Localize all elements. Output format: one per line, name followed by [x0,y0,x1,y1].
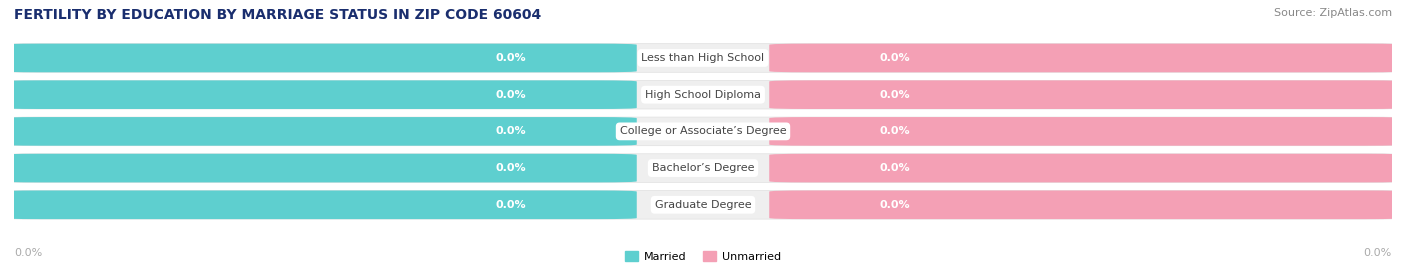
Text: FERTILITY BY EDUCATION BY MARRIAGE STATUS IN ZIP CODE 60604: FERTILITY BY EDUCATION BY MARRIAGE STATU… [14,8,541,22]
Text: 0.0%: 0.0% [880,200,911,210]
FancyBboxPatch shape [1,44,1405,72]
Text: 0.0%: 0.0% [880,53,911,63]
Text: Bachelor’s Degree: Bachelor’s Degree [652,163,754,173]
Legend: Married, Unmarried: Married, Unmarried [620,247,786,266]
Text: 0.0%: 0.0% [495,53,526,63]
FancyBboxPatch shape [1,190,1405,219]
Text: High School Diploma: High School Diploma [645,90,761,100]
Text: 0.0%: 0.0% [495,126,526,136]
FancyBboxPatch shape [769,117,1405,146]
FancyBboxPatch shape [1,80,637,109]
FancyBboxPatch shape [1,44,637,72]
FancyBboxPatch shape [769,80,1405,109]
FancyBboxPatch shape [1,80,1405,109]
FancyBboxPatch shape [769,154,1405,182]
FancyBboxPatch shape [1,117,1405,146]
Text: 0.0%: 0.0% [14,248,42,258]
Text: Graduate Degree: Graduate Degree [655,200,751,210]
Text: 0.0%: 0.0% [495,200,526,210]
FancyBboxPatch shape [1,154,1405,182]
FancyBboxPatch shape [1,154,637,182]
Text: College or Associate’s Degree: College or Associate’s Degree [620,126,786,136]
FancyBboxPatch shape [1,117,637,146]
FancyBboxPatch shape [769,44,1405,72]
Text: 0.0%: 0.0% [1364,248,1392,258]
Text: 0.0%: 0.0% [495,163,526,173]
Text: 0.0%: 0.0% [495,90,526,100]
Text: Less than High School: Less than High School [641,53,765,63]
Text: 0.0%: 0.0% [880,126,911,136]
Text: Source: ZipAtlas.com: Source: ZipAtlas.com [1274,8,1392,18]
FancyBboxPatch shape [769,190,1405,219]
FancyBboxPatch shape [1,190,637,219]
Text: 0.0%: 0.0% [880,90,911,100]
Text: 0.0%: 0.0% [880,163,911,173]
